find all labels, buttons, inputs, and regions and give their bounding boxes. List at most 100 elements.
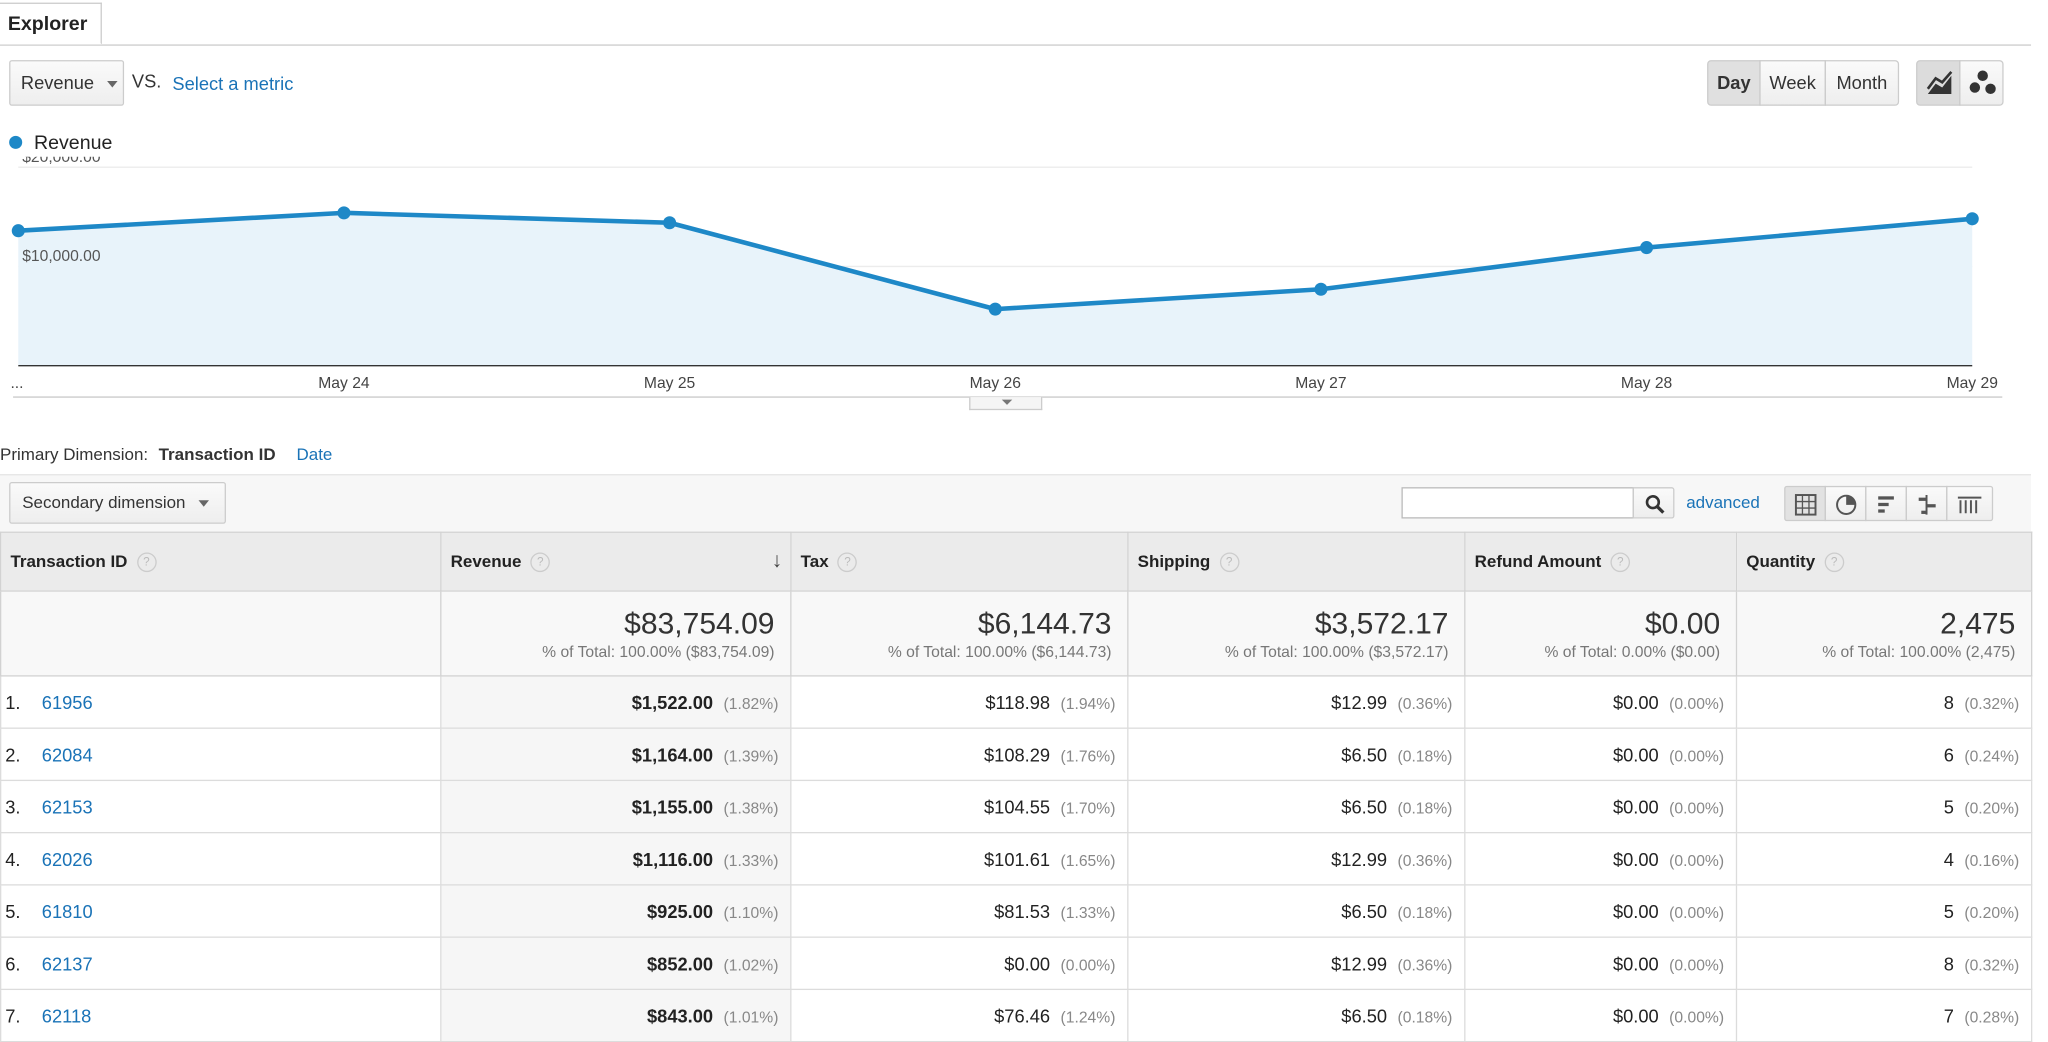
revenue-cell: $843.00 (1.01%) — [440, 988, 792, 1042]
quantity-cell: 8 (0.32%) — [1735, 675, 2033, 729]
cell-value: $1,164.00 — [631, 743, 714, 765]
primary-dimension-date-link[interactable]: Date — [296, 444, 333, 464]
y-tick-label: $10,000.00 — [22, 248, 101, 265]
primary-dimension-bar: Primary Dimension: Transaction ID Date — [0, 444, 332, 464]
shipping-cell: $6.50 (0.18%) — [1127, 884, 1466, 938]
column-header-shipping[interactable]: Shipping? — [1127, 531, 1466, 592]
cell-value: 5 — [1943, 900, 1954, 922]
data-point — [988, 302, 1002, 316]
shipping-cell: $12.99 (0.36%) — [1127, 936, 1466, 991]
table-row: 5. 61810 $925.00 (1.10%) $81.53 (1.33%) $6.50 (… — [0, 884, 2033, 938]
cell-value: $12.99 — [1331, 848, 1388, 870]
transaction-id-link[interactable]: 62153 — [41, 796, 93, 817]
column-header-label: Revenue — [450, 551, 522, 571]
x-tick-label: May 28 — [1621, 375, 1673, 392]
transaction-id-link[interactable]: 62084 — [41, 743, 93, 765]
advanced-filter-link[interactable]: advanced — [1686, 492, 1760, 512]
total-value: $83,754.09 — [624, 606, 775, 640]
line-chart-button[interactable] — [1916, 60, 1961, 106]
total-shipping-cell: $3,572.17 % of Total: 100.00% ($3,572.17) — [1127, 590, 1466, 677]
pie-view-button[interactable] — [1824, 485, 1867, 522]
column-header-refund-amount[interactable]: Refund Amount? — [1464, 531, 1738, 592]
column-header-tax[interactable]: Tax? — [790, 531, 1129, 592]
cell-percent: (0.00%) — [1669, 798, 1725, 817]
period-day-button[interactable]: Day — [1707, 60, 1761, 106]
data-point — [11, 224, 25, 238]
table-search-input[interactable] — [1401, 487, 1634, 519]
revenue-cell: $1,155.00 (1.38%) — [440, 779, 792, 834]
period-month-button[interactable]: Month — [1824, 60, 1900, 106]
revenue-cell: $1,164.00 (1.39%) — [440, 727, 792, 782]
transaction-id-link[interactable]: 61956 — [41, 691, 93, 713]
x-tick-label: ... — [10, 375, 23, 392]
cell-percent: (0.18%) — [1397, 903, 1453, 922]
area-fill — [18, 212, 1973, 366]
quantity-cell: 5 (0.20%) — [1735, 884, 2033, 938]
help-icon[interactable]: ? — [530, 552, 551, 573]
cell-percent: (0.18%) — [1397, 1007, 1453, 1026]
search-icon — [1645, 495, 1665, 514]
tab-explorer[interactable]: Explorer — [0, 2, 102, 45]
column-header-quantity[interactable]: Quantity? — [1735, 531, 2033, 592]
column-header-label: Tax — [800, 551, 829, 571]
legend-label: Revenue — [33, 131, 113, 155]
comparison-view-button[interactable] — [1905, 485, 1948, 522]
column-header-revenue[interactable]: Revenue? ↓ — [440, 531, 792, 592]
search-button[interactable] — [1632, 487, 1675, 519]
cell-percent: (0.00%) — [1669, 746, 1725, 765]
bar-view-button[interactable] — [1865, 485, 1907, 522]
help-icon[interactable]: ? — [1824, 552, 1844, 573]
cell-value: $101.61 — [983, 848, 1051, 870]
cell-value: $12.99 — [1331, 952, 1388, 974]
transaction-id-link[interactable]: 62026 — [41, 848, 93, 870]
cell-value: $925.00 — [646, 900, 714, 922]
divider — [0, 474, 2032, 476]
secondary-dimension-select[interactable]: Secondary dimension — [9, 481, 226, 524]
cell-value: $1,522.00 — [631, 691, 714, 713]
metric-select-label: Revenue — [20, 71, 95, 93]
metric-select[interactable]: Revenue — [9, 60, 125, 106]
motion-chart-button[interactable] — [1959, 60, 2004, 106]
tax-cell: $118.98 (1.94%) — [790, 675, 1129, 729]
motion-chart-icon — [1969, 70, 1996, 95]
cell-value: 8 — [1943, 952, 1954, 974]
totals-row: $83,754.09 % of Total: 100.00% ($83,754.0… — [0, 590, 2033, 677]
cell-value: $118.98 — [985, 691, 1051, 713]
shipping-cell: $6.50 (0.18%) — [1127, 779, 1466, 834]
tax-cell: $101.61 (1.65%) — [790, 831, 1129, 886]
cell-percent: (1.33%) — [1060, 903, 1116, 922]
select-metric-link[interactable]: Select a metric — [172, 73, 294, 95]
help-icon[interactable]: ? — [837, 552, 858, 573]
transaction-id-link[interactable]: 61810 — [41, 900, 93, 922]
help-icon[interactable]: ? — [136, 552, 157, 573]
cell-percent: (0.00%) — [1669, 1007, 1725, 1026]
cell-value: $104.55 — [983, 796, 1051, 817]
cell-value: 7 — [1943, 1005, 1954, 1026]
total-percent: % of Total: 0.00% ($0.00) — [1544, 642, 1721, 661]
pivot-view-button[interactable] — [1946, 485, 1994, 522]
period-week-button[interactable]: Week — [1759, 60, 1826, 106]
quantity-cell: 7 (0.28%) — [1735, 988, 2033, 1042]
help-icon[interactable]: ? — [1219, 552, 1239, 573]
transaction-id-cell: 7. 62118 — [0, 988, 442, 1042]
cell-value: $6.50 — [1341, 1005, 1388, 1026]
bar-chart-view-icon — [1878, 496, 1894, 513]
cell-percent: (1.94%) — [1060, 694, 1116, 713]
quantity-cell: 8 (0.32%) — [1735, 936, 2033, 991]
table-view-button[interactable] — [1784, 485, 1826, 522]
cell-value: 8 — [1943, 691, 1954, 713]
total-value: 2,475 — [1940, 606, 2016, 640]
transaction-id-link[interactable]: 62137 — [41, 952, 93, 974]
chart-collapse-handle[interactable] — [969, 397, 1043, 411]
row-index: 1. — [5, 691, 21, 713]
total-refund-cell: $0.00 % of Total: 0.00% ($0.00) — [1464, 590, 1738, 677]
shipping-cell: $6.50 (0.18%) — [1127, 727, 1466, 782]
revenue-cell: $852.00 (1.02%) — [440, 936, 792, 991]
cell-percent: (0.32%) — [1964, 955, 2020, 974]
column-header-transaction-id[interactable]: Transaction ID? — [0, 531, 442, 592]
cell-percent: (0.16%) — [1964, 850, 2020, 870]
help-icon[interactable]: ? — [1610, 552, 1631, 573]
transaction-id-link[interactable]: 62118 — [41, 1005, 92, 1026]
cell-value: $12.99 — [1331, 691, 1388, 713]
cell-value: $108.29 — [983, 743, 1051, 765]
